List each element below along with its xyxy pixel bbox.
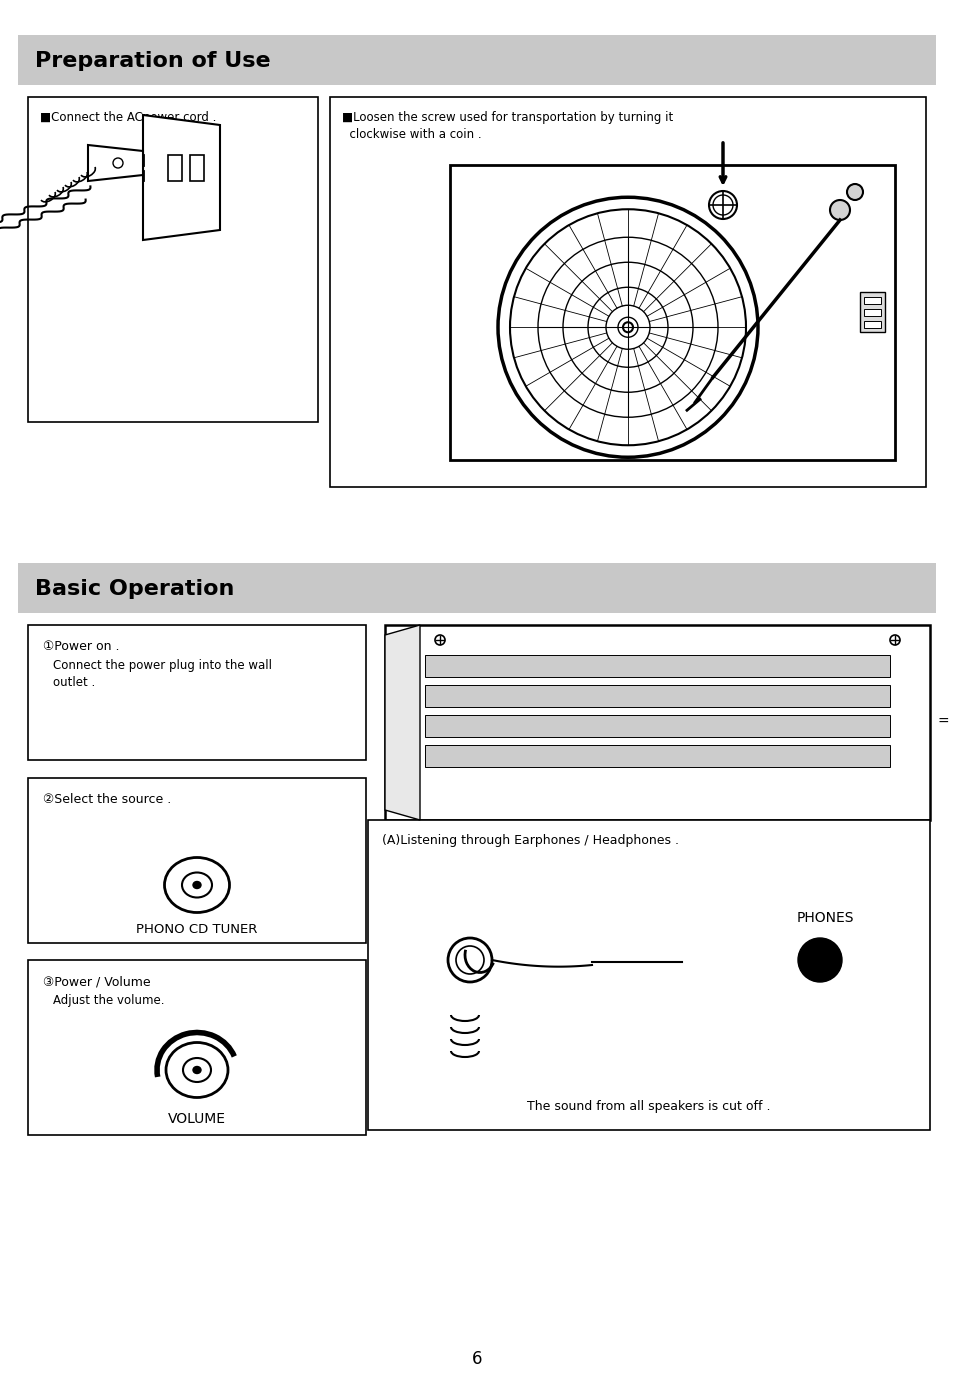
Text: Basic Operation: Basic Operation [35,579,234,599]
Bar [28,97,317,423]
Text: ②Select the source .: ②Select the source . [43,793,172,807]
Bar [168,155,182,181]
Bar [863,309,880,316]
Text: ■Loosen the screw used for transportation by turning it: ■Loosen the screw used for transportatio… [341,110,673,124]
Text: =: = [937,715,948,729]
Polygon shape [88,145,143,181]
Bar [450,164,894,460]
Bar [424,655,889,677]
Circle shape [708,191,737,220]
Bar [424,715,889,737]
Bar [424,744,889,766]
Ellipse shape [164,858,230,913]
Bar [18,35,935,86]
Text: Preparation of Use: Preparation of Use [35,51,271,70]
Text: PHONES: PHONES [796,911,853,925]
Ellipse shape [166,1043,228,1098]
Bar [28,960,366,1135]
Circle shape [829,200,849,220]
Bar [18,563,935,613]
Text: Adjust the volume.: Adjust the volume. [53,994,164,1007]
Bar [424,744,889,766]
Polygon shape [385,626,419,820]
Text: ①Power on .: ①Power on . [43,639,119,653]
Text: (A)Listening through Earphones / Headphones .: (A)Listening through Earphones / Headpho… [381,834,679,847]
Text: Connect the power plug into the wall: Connect the power plug into the wall [53,659,272,673]
Bar [385,626,929,820]
Circle shape [846,184,862,200]
Bar [424,685,889,707]
Text: ■Connect the ACpower cord .: ■Connect the ACpower cord . [40,110,216,124]
Bar [28,626,366,760]
Text: clockwise with a coin .: clockwise with a coin . [341,128,481,141]
Bar [863,297,880,304]
Bar [330,97,925,487]
Text: ③Power / Volume: ③Power / Volume [43,975,151,987]
Text: outlet .: outlet . [53,677,95,689]
Text: 6: 6 [471,1351,482,1369]
Bar [424,715,889,737]
Text: PHONO CD TUNER: PHONO CD TUNER [136,923,257,936]
Ellipse shape [193,1066,201,1073]
Text: VOLUME: VOLUME [168,1112,226,1126]
Bar [859,291,884,331]
Bar [424,655,889,677]
Bar [424,685,889,707]
Polygon shape [143,115,220,240]
Bar [28,778,366,943]
Ellipse shape [193,881,201,888]
Bar [863,320,880,329]
Bar [368,820,929,1130]
Circle shape [797,938,841,982]
Text: The sound from all speakers is cut off .: The sound from all speakers is cut off . [527,1101,770,1113]
Bar [190,155,204,181]
